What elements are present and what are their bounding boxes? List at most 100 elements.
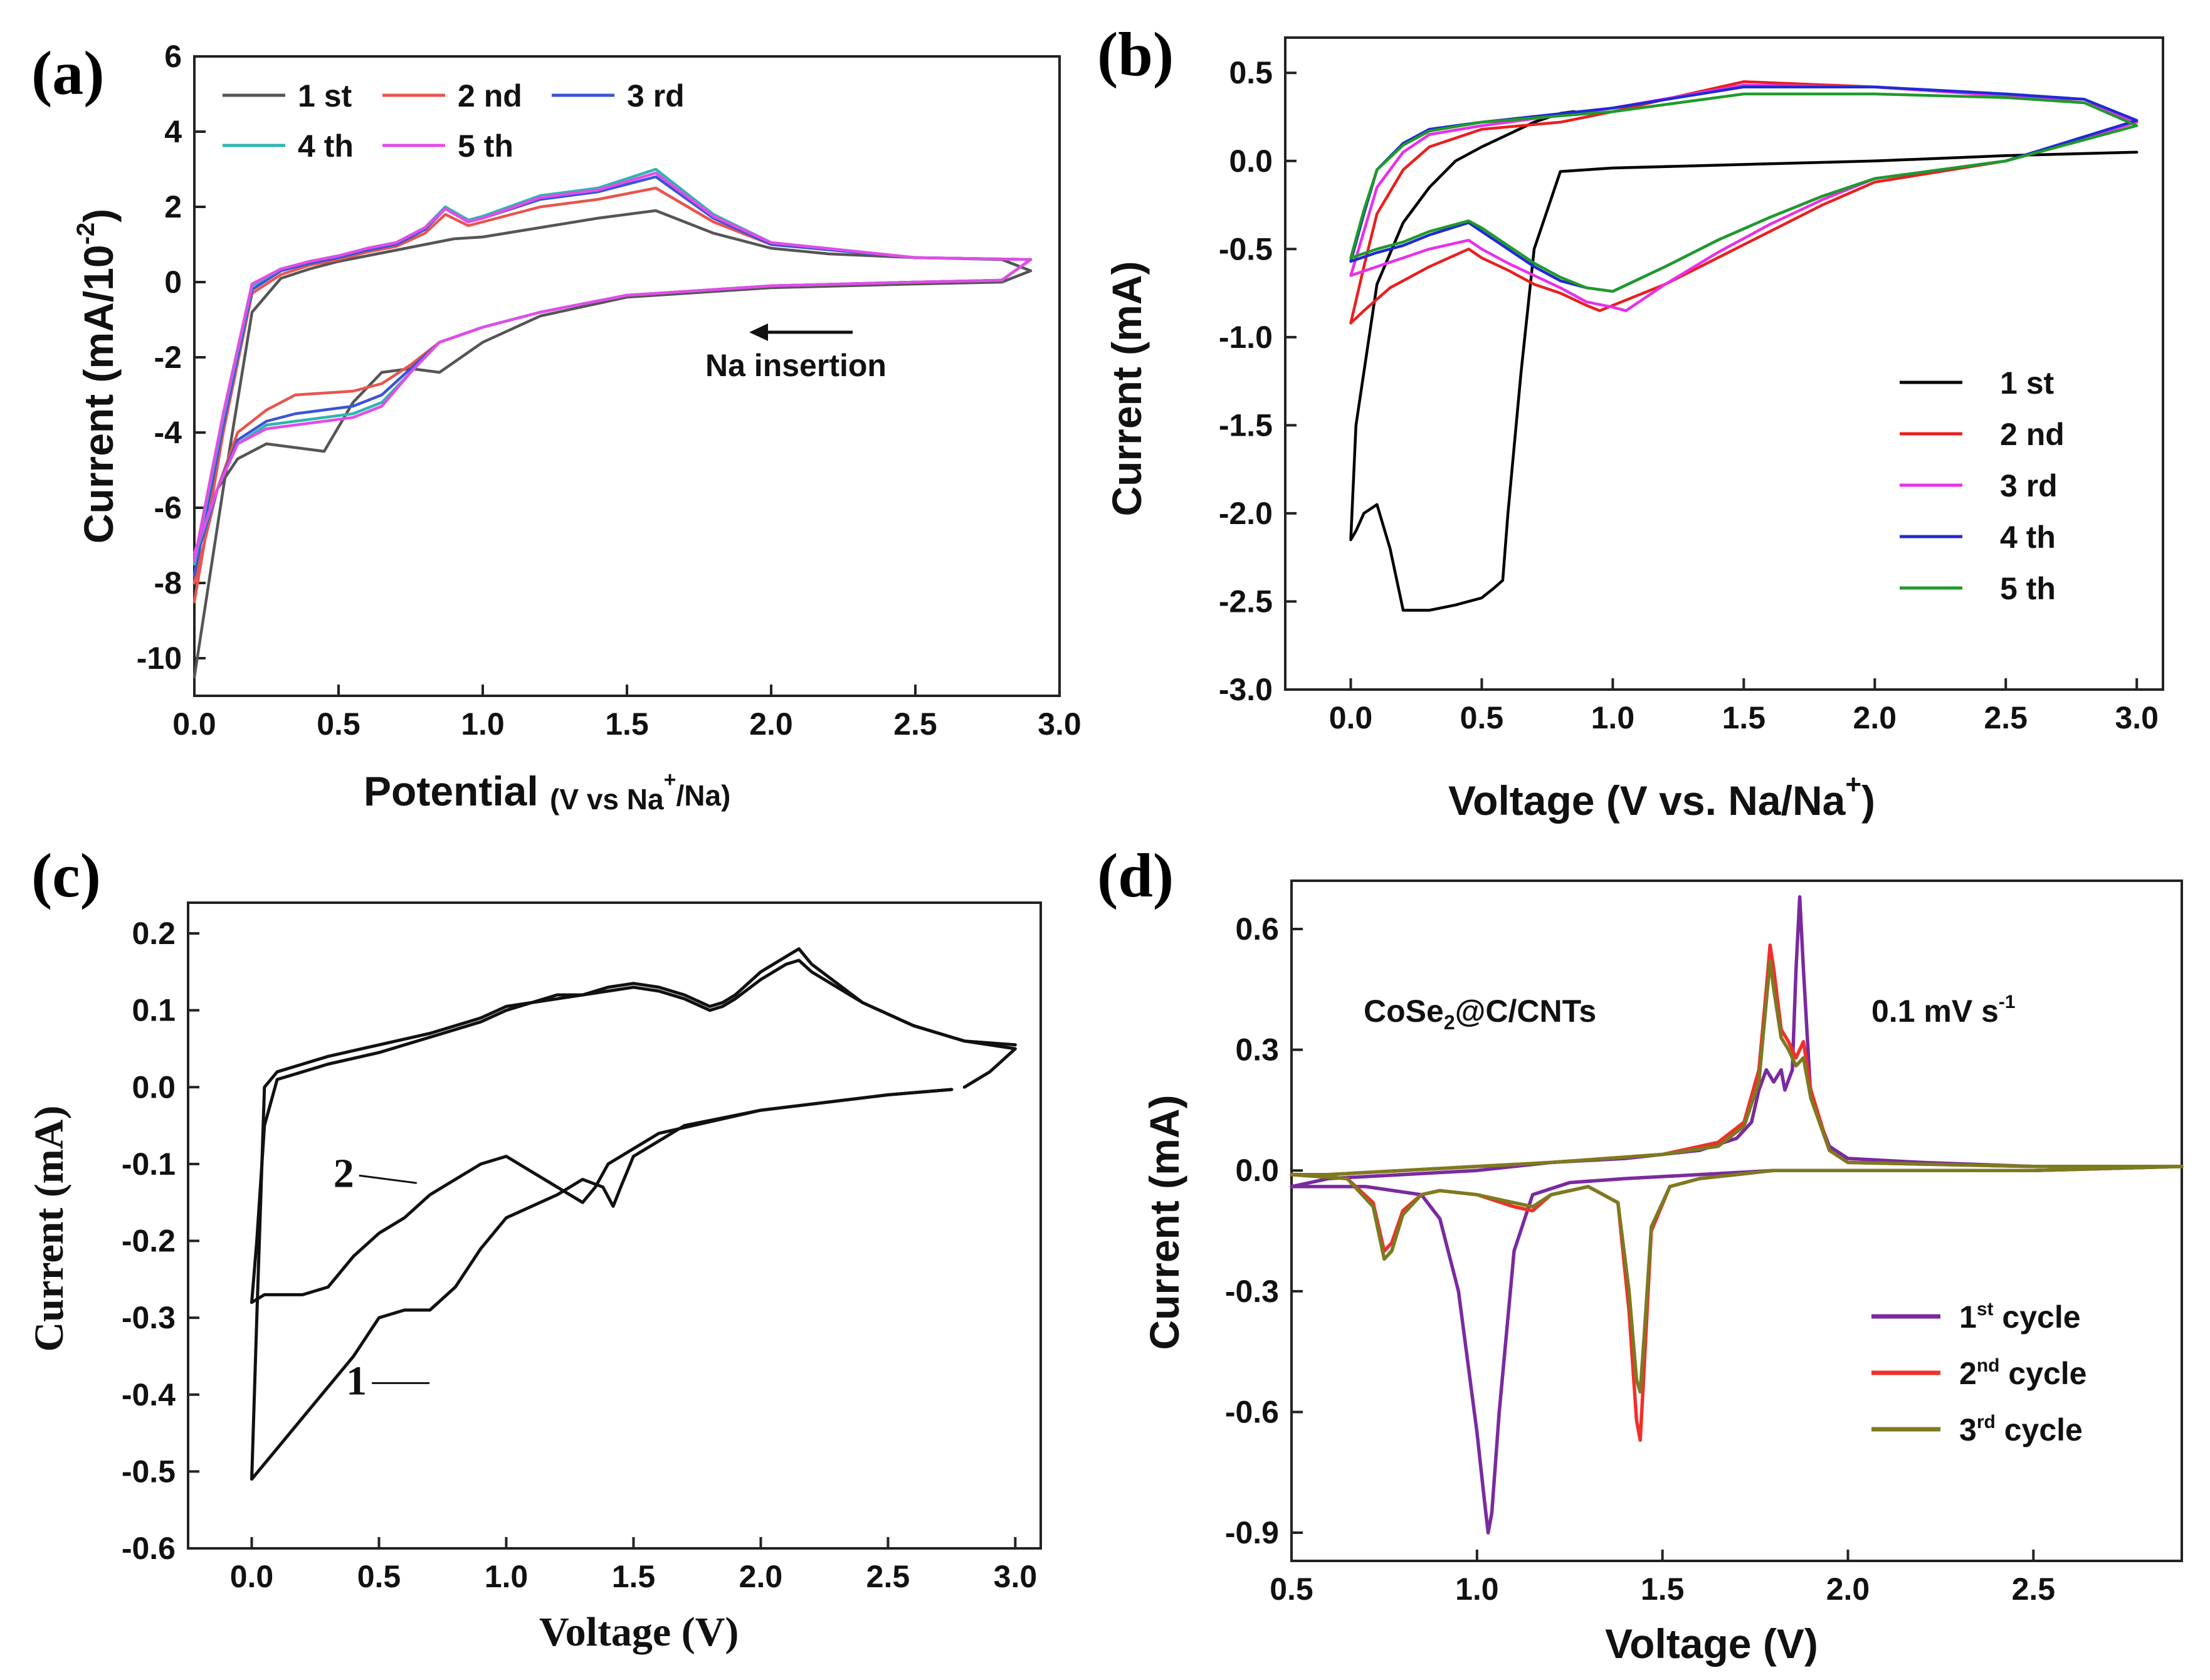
y-tick-label: 6 — [164, 39, 182, 74]
y-tick-label: -4 — [154, 415, 182, 450]
y-tick-label: -1.5 — [1219, 407, 1273, 443]
y-tick-label: 0.0 — [1229, 144, 1273, 179]
series-line-5-th — [194, 173, 1031, 560]
x-tick-label: 1.5 — [605, 706, 649, 742]
x-tick-label: 2.0 — [1826, 1572, 1870, 1607]
x-tick-label: 2.0 — [1853, 700, 1897, 735]
x-tick-label: 2.5 — [893, 706, 937, 742]
y-tick-label: -1.0 — [1219, 320, 1273, 355]
legend-label-3rd: 3 rd — [2000, 468, 2058, 503]
x-tick-label: 2.5 — [1984, 700, 2028, 735]
series-line-3-rd — [1351, 85, 2137, 311]
y-tick-label: 4 — [164, 114, 182, 149]
y-tick-label: 0.5 — [1229, 55, 1273, 90]
y-tick-label: 0.0 — [1235, 1153, 1279, 1188]
panel-b-x-tick-labels: 0.0 0.5 1.0 1.5 2.0 2.5 3.0 — [1329, 678, 2159, 735]
y-tick-label: 0.3 — [1235, 1032, 1279, 1068]
y-tick-label: -0.4 — [122, 1377, 176, 1412]
y-tick-label: 0 — [164, 265, 182, 300]
series-line-4-th — [194, 169, 1031, 564]
series-line-3-rd — [194, 177, 1031, 575]
y-tick-label: -0.3 — [1225, 1274, 1279, 1309]
panel-c-plot-frame — [188, 903, 1041, 1548]
panel-b-legend: 1 st 2 nd 3 rd 4 th 5 th — [1900, 365, 2065, 606]
y-tick-label: -8 — [154, 565, 182, 601]
panel-a-legend: 1 st 2 nd 3 rd 4 th 5 th — [223, 78, 685, 164]
legend-label-4th: 4 th — [298, 129, 354, 164]
x-tick-label: 1.0 — [485, 1559, 529, 1594]
x-tick-label: 1.5 — [1641, 1572, 1685, 1607]
y-tick-label: -2.5 — [1219, 584, 1273, 619]
panel-b-letter: (b) — [1097, 19, 1174, 89]
x-tick-label: 1.0 — [1591, 700, 1635, 735]
panel-a: (a) 0.0 0.5 1.0 1.5 2.0 2.5 3.0 -10 -8 -6 -4 -2 0 2 4… — [31, 38, 1081, 816]
x-tick-label: 0.0 — [172, 706, 216, 742]
series-line-2-nd — [1351, 81, 2137, 323]
y-tick-label: -0.1 — [122, 1147, 176, 1182]
panel-d-x-axis-label: Voltage (V) — [1605, 1620, 1818, 1667]
legend-label-2nd: 2 nd — [458, 78, 522, 113]
curve-annotation-arrow — [359, 1175, 417, 1183]
y-tick-label: -2 — [154, 340, 182, 375]
panel-c-letter: (c) — [31, 841, 101, 910]
x-tick-label: 1.5 — [1722, 700, 1766, 735]
x-tick-label: 1.0 — [1455, 1572, 1499, 1607]
legend-label-4th: 4 th — [2000, 520, 2056, 555]
x-tick-label: 2.0 — [749, 706, 793, 742]
panel-d-x-tick-labels: 0.5 1.0 1.5 2.0 2.5 — [1270, 1550, 2055, 1607]
panel-c-y-axis-label: Current (mA) — [26, 1106, 72, 1352]
figure-canvas: (a) 0.0 0.5 1.0 1.5 2.0 2.5 3.0 -10-8-6-4-2024… — [0, 0, 2210, 1680]
panel-a-x-axis-label: Potential (V vs Na+/Na) — [364, 768, 730, 816]
legend-label-5th: 5 th — [458, 129, 513, 164]
x-tick-label: 3.0 — [1038, 706, 1081, 742]
y-tick-label: -0.6 — [1225, 1394, 1279, 1429]
legend-label-5th: 5 th — [2000, 571, 2056, 606]
x-tick-label: 0.5 — [1270, 1572, 1313, 1607]
panel-a-y-axis-label: Current (mA/10-2) — [72, 209, 122, 543]
series-line-4-th — [1351, 87, 2137, 291]
y-tick-label: -0.3 — [122, 1300, 176, 1335]
y-tick-label: 0.2 — [132, 916, 176, 951]
series-line-1-st — [194, 211, 1031, 677]
panel-d-rate-label: 0.1 mV s-1 — [1871, 992, 2016, 1029]
y-tick-label: 0.0 — [132, 1069, 176, 1105]
y-tick-label: -10 — [137, 641, 182, 676]
x-tick-label: 2.5 — [2012, 1572, 2056, 1607]
panel-a-annotation: Na insertion — [705, 348, 887, 383]
x-tick-label: 2.5 — [866, 1559, 910, 1594]
legend-label-1st: 1 st — [298, 78, 352, 113]
panel-b: (b) 0.0 0.5 1.0 1.5 2.0 2.5 3.0 0.5 0.0 -0.5 -1.0… — [1097, 19, 2163, 824]
panel-d: (d) 0.5 1.0 1.5 2.0 2.5 0.6 0.3 0.0 -0.3 -0.6 -0.… — [1097, 841, 2182, 1667]
y-tick-label: -2.0 — [1219, 496, 1273, 531]
curve-annotation-label: 2 — [334, 1150, 354, 1196]
legend-label-1st-cycle: 1st cycle — [1959, 1299, 2081, 1335]
panel-d-plot-frame — [1292, 881, 2182, 1561]
legend-label-3rd-cycle: 3rd cycle — [1959, 1412, 2083, 1447]
x-tick-label: 0.5 — [1460, 700, 1504, 735]
x-tick-label: 1.5 — [612, 1559, 656, 1594]
panel-d-y-axis-label: Current (mA) — [1141, 1095, 1187, 1350]
y-tick-label: 0.6 — [1235, 911, 1279, 947]
y-tick-label: -0.5 — [122, 1454, 176, 1489]
y-tick-label: -0.5 — [1219, 231, 1273, 266]
x-tick-label: 0.5 — [317, 706, 360, 742]
panel-b-y-axis-label: Current (mA) — [1103, 261, 1150, 517]
y-tick-label: 2 — [164, 189, 182, 224]
x-tick-label: 3.0 — [994, 1559, 1038, 1594]
panel-c-x-tick-labels: 0.0 0.5 1.0 1.5 2.0 2.5 3.0 — [230, 1537, 1037, 1594]
legend-label-1st: 1 st — [2000, 365, 2055, 401]
y-tick-label: -0.6 — [122, 1531, 176, 1566]
curve-annotation-label: 1 — [346, 1358, 367, 1404]
panel-d-letter: (d) — [1097, 841, 1174, 910]
y-tick-label: 0.1 — [132, 993, 176, 1028]
x-tick-label: 1.0 — [461, 706, 505, 742]
panel-a-x-tick-labels: 0.0 0.5 1.0 1.5 2.0 2.5 3.0 — [172, 685, 1081, 742]
y-tick-label: -0.9 — [1225, 1515, 1279, 1550]
panel-c-annotations: 12 — [334, 1150, 429, 1404]
x-tick-label: 2.0 — [739, 1559, 783, 1594]
series-line-cycle-2 — [252, 960, 1016, 1303]
y-tick-label: -0.2 — [122, 1224, 176, 1259]
panel-a-letter: (a) — [31, 38, 105, 108]
legend-label-2nd-cycle: 2nd cycle — [1959, 1355, 2086, 1391]
panel-a-arrow-head — [749, 323, 768, 341]
